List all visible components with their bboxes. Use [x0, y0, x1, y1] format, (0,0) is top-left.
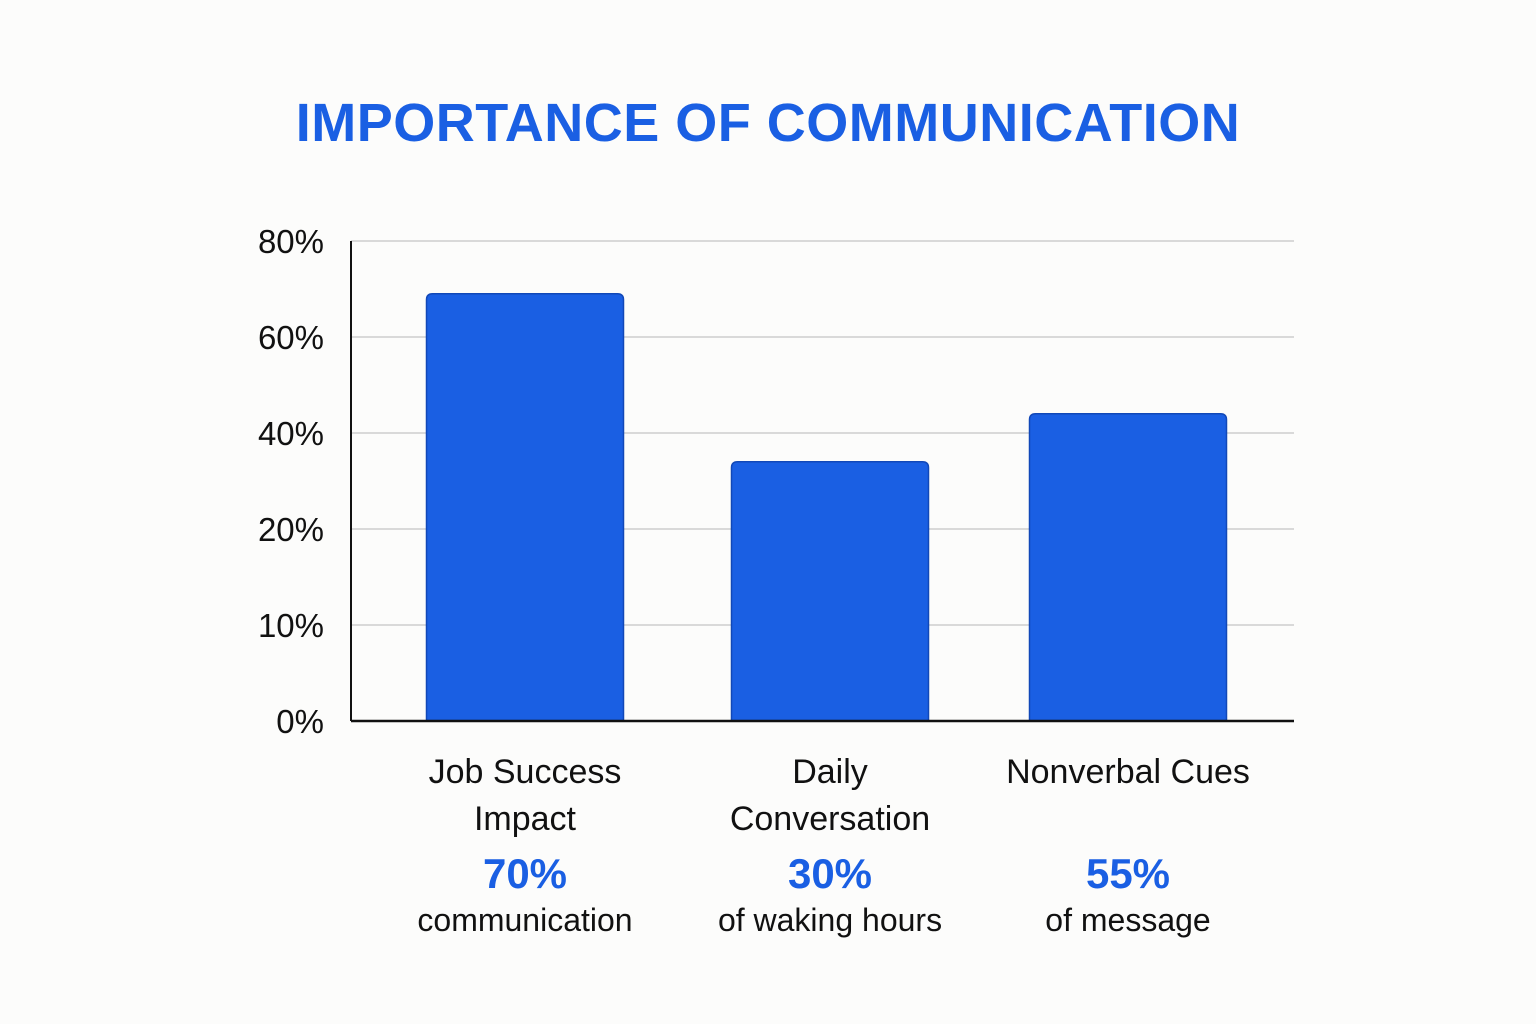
bar [1028, 413, 1228, 722]
y-tick-label: 0% [276, 703, 324, 740]
stat-value-label: 55% [1086, 850, 1170, 897]
bars [425, 293, 1228, 722]
bar [425, 293, 625, 722]
category-label: Job Success [429, 753, 622, 791]
bar [730, 461, 930, 722]
y-tick-labels: 0% 10% 20% 40% 60% 80% [258, 223, 324, 740]
stat-value-label: 30% [788, 850, 872, 897]
category-label: Impact [474, 800, 577, 838]
stat-note-label: of waking hours [718, 902, 942, 938]
y-tick-label: 40% [258, 415, 324, 452]
y-tick-label: 10% [258, 607, 324, 644]
y-tick-label: 60% [258, 319, 324, 356]
stat-note-label: of message [1045, 902, 1210, 938]
category-label: Daily [792, 753, 868, 791]
category-label: Conversation [730, 800, 930, 838]
axes [350, 241, 1294, 723]
y-tick-label: 80% [258, 223, 324, 260]
y-tick-label: 20% [258, 511, 324, 548]
stat-note-label: communication [417, 902, 632, 938]
stat-value-label: 70% [483, 850, 567, 897]
category-labels: Job Success Impact 70% communication Daily Co… [417, 753, 1250, 938]
category-label: Nonverbal Cues [1006, 753, 1250, 791]
chart-title: IMPORTANCE OF COMMUNICATION [295, 93, 1241, 153]
